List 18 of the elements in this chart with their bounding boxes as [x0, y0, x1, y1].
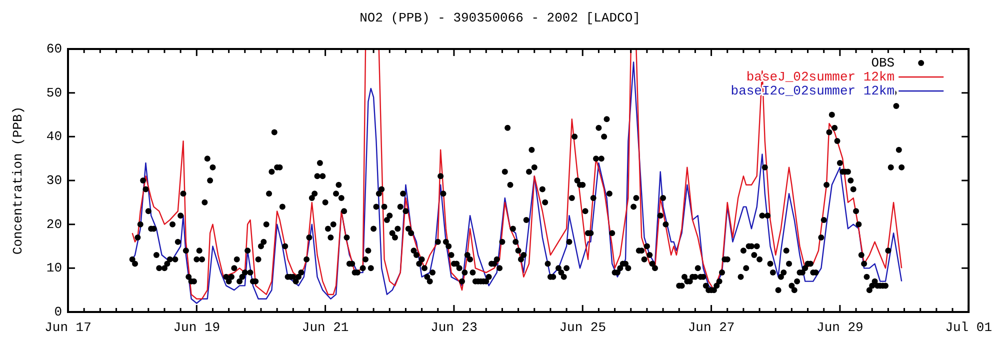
y-tick-label: 60 — [46, 41, 62, 56]
legend-label: OBS — [871, 55, 895, 70]
x-tick-label: Jul 01 — [945, 320, 992, 336]
x-tick-label: Jun 29 — [816, 320, 864, 336]
x-tick-label: Jun 19 — [173, 320, 220, 336]
y-tick-label: 30 — [46, 172, 62, 188]
x-tick-label: Jun 21 — [302, 320, 349, 336]
y-tick-label: 0 — [54, 304, 62, 320]
x-tick-label: Jun 17 — [44, 320, 92, 336]
x-tick-label: Jun 25 — [559, 320, 606, 336]
y-tick-label: 20 — [46, 216, 62, 232]
y-tick-label: 10 — [46, 260, 62, 276]
y-tick-label: 40 — [46, 129, 62, 144]
chart-title: NO2 (PPB) - 390350066 - 2002 [LADCO] — [360, 10, 640, 26]
y-tick-label: 50 — [46, 85, 62, 100]
y-axis-title: Concentration (PPB) — [10, 106, 26, 255]
x-tick-label: Jun 23 — [430, 320, 478, 336]
x-tick-label: Jun 27 — [688, 320, 735, 336]
